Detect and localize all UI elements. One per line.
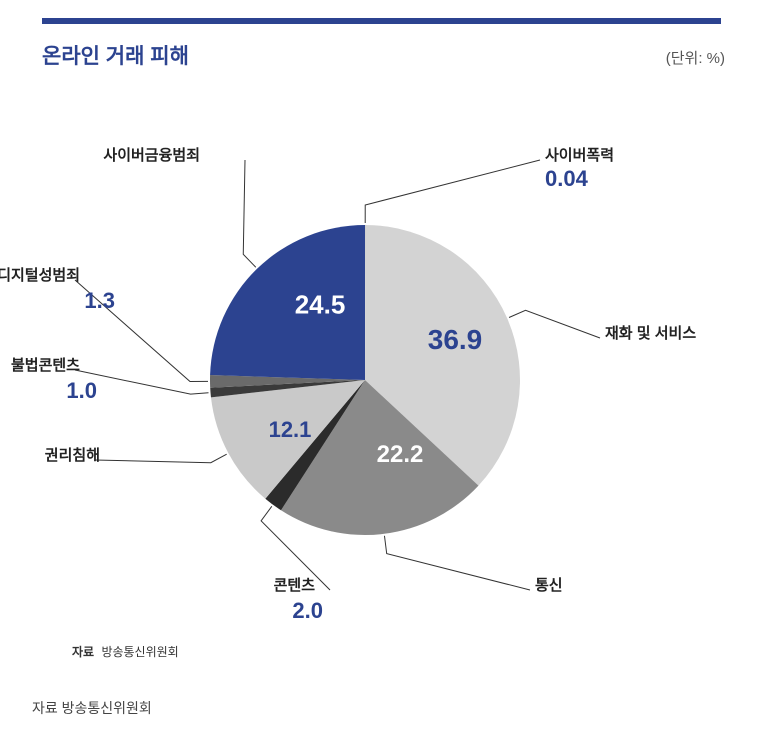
- top-rule: [42, 18, 721, 24]
- label-cyber_finance: 사이버금융범죄: [103, 144, 200, 165]
- leader-goods_services: [509, 310, 600, 338]
- leader-telecom: [384, 536, 530, 590]
- leader-cyber_finance: [243, 160, 256, 267]
- label-contents: 콘텐츠: [274, 574, 315, 595]
- leader-cyber_violence: [365, 160, 540, 223]
- value-illegal: 1.0: [66, 378, 97, 404]
- value-contents: 2.0: [292, 598, 323, 624]
- value-cyber_violence: 0.04: [545, 166, 588, 192]
- chart-title: 온라인 거래 피해: [42, 40, 189, 70]
- header: 온라인 거래 피해 (단위: %): [42, 40, 725, 70]
- label-goods_services: 재화 및 서비스: [605, 322, 696, 343]
- value-digital_sex: 1.3: [84, 288, 115, 314]
- leader-rights: [95, 454, 227, 463]
- slice-cyber_finance: [210, 225, 365, 380]
- label-digital_sex: 디지털성범죄: [0, 264, 80, 285]
- label-illegal: 불법콘텐츠: [11, 354, 80, 375]
- label-telecom: 통신: [535, 574, 563, 595]
- source-inside: 자료 방송통신위원회: [72, 643, 179, 660]
- source-outside: 자료 방송통신위원회: [32, 698, 152, 718]
- source-text: 방송통신위원회: [101, 645, 178, 659]
- unit-label: (단위: %): [666, 47, 725, 68]
- source-label: 자료: [72, 645, 94, 659]
- label-cyber_violence: 사이버폭력: [545, 144, 614, 165]
- pie-chart: 사이버폭력0.0436.9재화 및 서비스22.2통신콘텐츠2.012.1권리침…: [0, 80, 767, 640]
- label-rights: 권리침해: [45, 444, 100, 465]
